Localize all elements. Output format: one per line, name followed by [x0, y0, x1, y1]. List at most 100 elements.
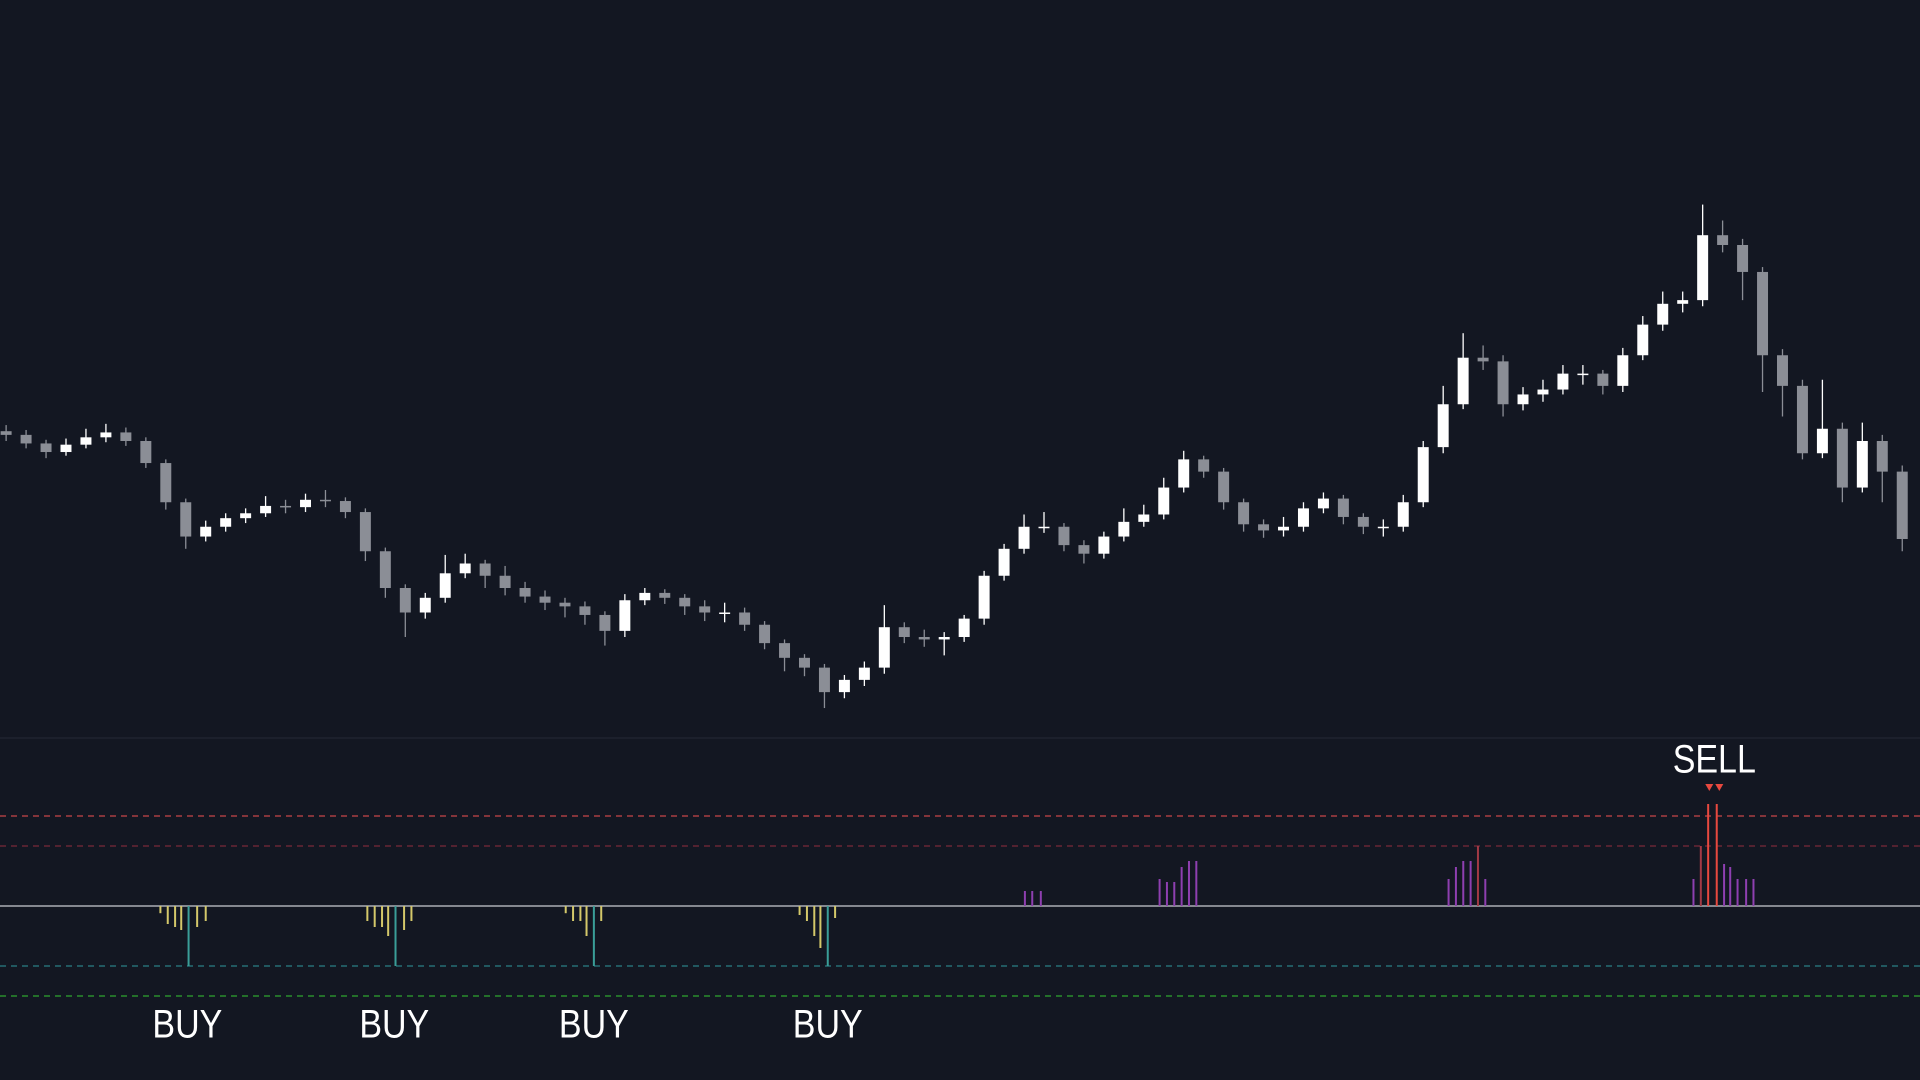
candle-body: [1198, 459, 1210, 472]
candle-body: [1437, 404, 1449, 448]
candle-body: [759, 624, 771, 644]
candle-body: [799, 657, 810, 668]
histogram-bar: [366, 906, 369, 921]
histogram-bar: [1031, 891, 1034, 906]
candle-body: [0, 431, 12, 435]
candle-body: [359, 512, 371, 552]
candle-body: [1078, 545, 1090, 554]
histogram-bar: [1745, 879, 1748, 906]
histogram-bar: [166, 906, 169, 924]
candle-body: [459, 563, 471, 574]
candle-body: [319, 499, 331, 502]
histogram-bar: [1484, 879, 1487, 906]
candle-body: [1617, 355, 1629, 386]
histogram-bar: [1752, 879, 1755, 906]
histogram-bar: [1723, 864, 1726, 906]
histogram-bar: [564, 906, 567, 914]
candle-body: [1477, 357, 1489, 362]
histogram-bar: [187, 906, 190, 966]
candle-body: [200, 526, 212, 537]
candle-body: [1896, 471, 1908, 539]
candle-body: [838, 679, 850, 693]
candle-body: [1697, 235, 1709, 301]
candle-body: [1597, 373, 1609, 386]
candle-body: [1178, 459, 1190, 488]
candle-body: [1657, 303, 1669, 325]
candle-body: [280, 505, 292, 508]
histogram-bar: [1469, 861, 1472, 906]
histogram-bar: [1736, 879, 1739, 906]
candle-body: [1158, 487, 1170, 515]
candle-body: [1717, 235, 1729, 245]
candle-body: [1357, 516, 1369, 527]
histogram-bar: [1707, 804, 1710, 906]
candle-body: [559, 602, 571, 607]
histogram-bar: [579, 906, 582, 921]
candle-body: [339, 501, 351, 513]
candle-body: [479, 563, 491, 576]
candle-body: [739, 612, 751, 625]
histogram-bar: [1039, 891, 1042, 906]
histogram-bar: [1692, 879, 1695, 906]
candle-body: [20, 434, 32, 444]
histogram-bar: [819, 906, 822, 948]
histogram-bar: [1476, 846, 1479, 906]
candle-body: [958, 618, 970, 637]
histogram-bar: [834, 906, 837, 918]
candle-body: [1677, 300, 1689, 304]
candle-body: [1258, 524, 1270, 531]
candle-body: [1297, 508, 1309, 527]
histogram-bar: [1173, 882, 1176, 906]
candle-body: [1238, 502, 1250, 525]
candle-body: [60, 444, 72, 453]
histogram-bar: [805, 906, 808, 921]
candle-body: [120, 432, 132, 441]
candle-body: [1577, 373, 1589, 376]
candle-body: [858, 667, 870, 680]
histogram-bar: [826, 906, 829, 966]
candle-body: [659, 592, 671, 598]
candle-body: [1816, 428, 1828, 454]
candle-body: [180, 502, 192, 537]
histogram-bar: [1447, 879, 1450, 906]
candle-body: [1038, 526, 1050, 529]
candle-body: [1777, 355, 1788, 386]
candle-body: [1138, 514, 1150, 522]
candle-body: [1058, 526, 1070, 546]
histogram-bar: [572, 906, 575, 921]
histogram-bar: [159, 906, 162, 914]
candle-body: [719, 612, 731, 614]
candle-body: [1278, 526, 1289, 531]
signal-arrow: [1715, 784, 1724, 791]
candle-body: [140, 441, 152, 464]
candle-body: [300, 499, 311, 508]
candle-body: [978, 575, 990, 619]
histogram-bar: [1462, 861, 1465, 906]
histogram-bar: [592, 906, 595, 966]
candle-body: [918, 637, 930, 640]
candle-body: [779, 643, 791, 658]
candle-body: [998, 548, 1010, 576]
histogram-bar: [196, 906, 199, 927]
candle-body: [1557, 373, 1569, 390]
candle-body: [1517, 394, 1529, 405]
candle-body: [679, 597, 691, 607]
signal-label: BUY: [793, 1001, 863, 1046]
histogram-bar: [1180, 867, 1183, 906]
candle-body: [439, 573, 451, 598]
candle-body: [1377, 526, 1389, 529]
candle-body: [1637, 324, 1649, 356]
histogram-bar: [600, 906, 603, 921]
signal-label: SELL: [1673, 736, 1756, 781]
candle-body: [1018, 526, 1030, 549]
histogram-bar: [813, 906, 816, 936]
candle-body: [1118, 521, 1130, 537]
candle-body: [1757, 271, 1769, 356]
candle-body: [419, 597, 431, 613]
candle-body: [1497, 361, 1509, 405]
candle-body: [579, 606, 591, 615]
histogram-bar: [1023, 891, 1026, 906]
candle-body: [639, 592, 651, 601]
candle-body: [1836, 428, 1848, 488]
